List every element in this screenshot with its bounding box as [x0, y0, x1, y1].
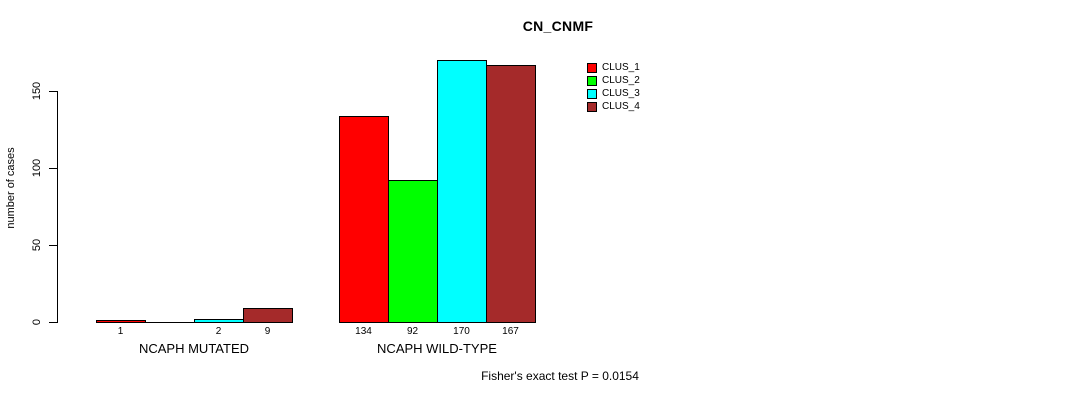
legend-row: CLUS_3 — [587, 87, 640, 100]
y-tick — [49, 322, 57, 324]
bar — [194, 319, 244, 323]
y-tick-label: 100 — [31, 158, 43, 178]
bar-value-label: 134 — [355, 326, 372, 337]
bar — [388, 180, 438, 323]
bar-value-label: 167 — [502, 326, 519, 337]
bar — [243, 308, 293, 323]
legend: CLUS_1 CLUS_2 CLUS_3 CLUS_4 — [587, 61, 640, 113]
legend-row: CLUS_2 — [587, 74, 640, 87]
bar-value-label: 2 — [215, 326, 222, 337]
fisher-test-annotation: Fisher's exact test P = 0.0154 — [481, 369, 639, 383]
legend-swatch — [587, 101, 597, 112]
legend-label: CLUS_2 — [602, 75, 640, 86]
legend-label: CLUS_3 — [602, 88, 640, 99]
legend-label: CLUS_4 — [602, 101, 640, 112]
legend-row: CLUS_1 — [587, 61, 640, 74]
group-label: NCAPH WILD-TYPE — [377, 341, 497, 356]
bar — [145, 322, 195, 323]
bar — [437, 60, 487, 323]
bar-value-label: 9 — [264, 326, 271, 337]
y-tick-label: 150 — [31, 81, 43, 101]
legend-swatch — [587, 88, 597, 99]
y-axis-label: number of cases — [5, 147, 17, 229]
bar — [486, 65, 536, 323]
chart-title: CN_CNMF — [522, 18, 594, 34]
bar-value-label: 170 — [453, 326, 470, 337]
y-tick-label: 50 — [31, 238, 43, 252]
y-axis-line — [57, 91, 59, 323]
bar — [339, 116, 389, 323]
group-label: NCAPH MUTATED — [138, 341, 250, 356]
y-tick — [49, 168, 57, 170]
legend-swatch — [587, 75, 597, 86]
bar-value-label: 92 — [406, 326, 419, 337]
legend-label: CLUS_1 — [602, 62, 640, 73]
legend-row: CLUS_4 — [587, 100, 640, 113]
y-tick — [49, 91, 57, 93]
y-tick — [49, 245, 57, 247]
legend-swatch — [587, 62, 597, 73]
bar-value-label: 1 — [117, 326, 124, 337]
bar — [96, 320, 146, 323]
y-tick-label: 0 — [31, 318, 43, 326]
